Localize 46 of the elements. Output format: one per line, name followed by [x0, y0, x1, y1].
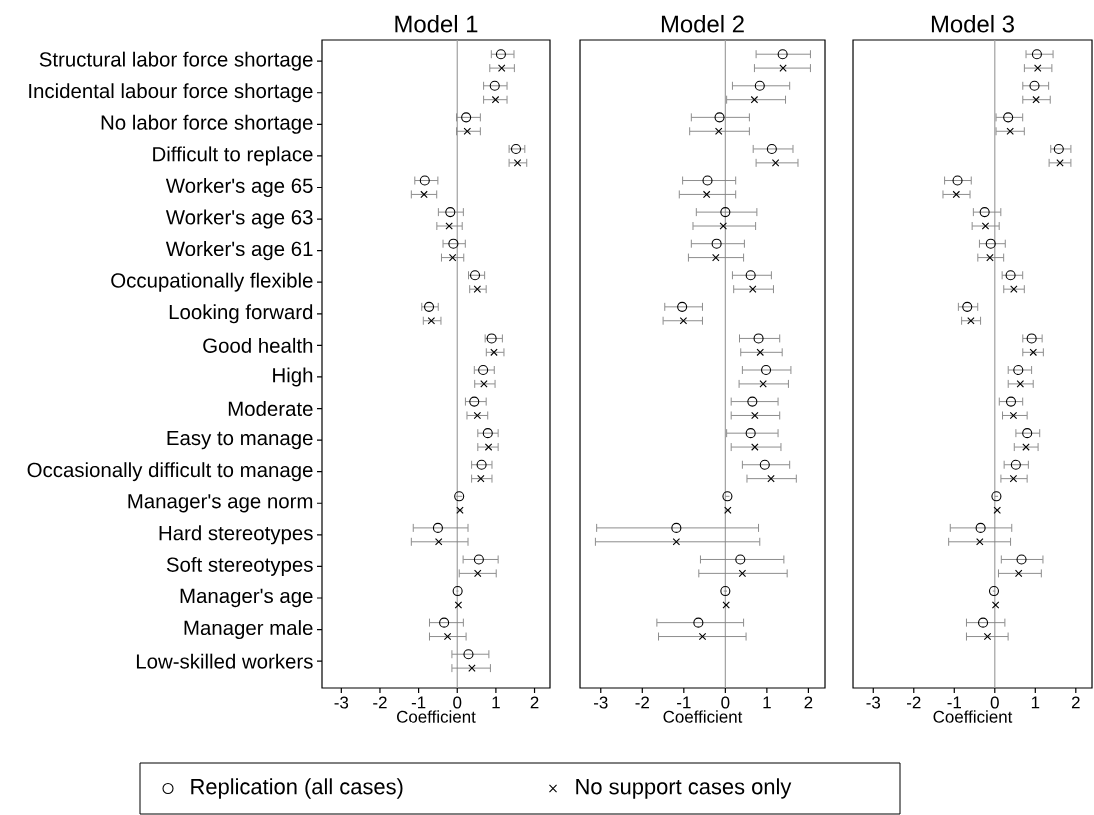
- y-tick-label: Manager's age: [180, 588, 313, 608]
- x-tick-label: 1: [763, 696, 771, 709]
- x-tick-label: -3: [866, 696, 881, 709]
- x-axis-title: Coefficient: [397, 710, 476, 723]
- y-tick-label: Worker's age 63: [165, 209, 313, 229]
- y-tick-label: High: [273, 367, 313, 387]
- x-tick-label: 0: [721, 696, 730, 709]
- y-tick-label: Worker's age 61: [165, 241, 313, 261]
- y-tick-label: Hard stereotypes: [159, 525, 313, 545]
- x-tick-label: -2: [635, 696, 649, 709]
- y-tick-label: Incidental labour force shortage: [29, 83, 313, 103]
- y-tick-label: Low-skilled workers: [136, 653, 313, 669]
- x-tick-label: 0: [990, 696, 999, 709]
- chart-title: Model 3: [931, 14, 1014, 33]
- x-tick-label: -3: [334, 696, 349, 709]
- y-tick-label: Occasionally difficult to manage: [27, 462, 313, 482]
- y-tick-label: Difficult to replace: [153, 146, 313, 166]
- chart-title: Model 1: [395, 14, 478, 33]
- x-tick-label: 1: [1031, 696, 1040, 709]
- x-tick-label: 2: [530, 696, 539, 709]
- x-tick-label: -3: [593, 696, 608, 709]
- y-tick-label: Structural labor force shortage: [39, 51, 313, 71]
- x-tick-label: -1: [677, 696, 691, 709]
- y-tick-label: Easy to manage: [167, 430, 313, 450]
- y-tick-label: Manager male: [184, 620, 313, 640]
- y-tick-label: Soft stereotypes: [166, 556, 313, 576]
- x-axis-title: Coefficient: [663, 710, 743, 723]
- y-tick-label: Looking forward: [169, 304, 313, 324]
- x-tick-label: -1: [947, 696, 961, 709]
- x-axis-title: Coefficient: [933, 710, 1013, 723]
- x-tick-label: 1: [492, 696, 500, 709]
- x-tick-label: 2: [804, 696, 813, 709]
- x-tick-label: -2: [906, 696, 921, 709]
- y-tick-label: Occupationally flexible: [111, 272, 313, 292]
- x-tick-label: -2: [373, 696, 387, 709]
- x-tick-label: 0: [453, 696, 462, 709]
- y-tick-label: Manager's age norm: [128, 494, 313, 513]
- legend-label: No support cases only: [576, 778, 792, 799]
- y-tick-label: Good health: [203, 337, 313, 353]
- y-tick-label: Worker's age 65: [165, 177, 313, 197]
- chart-title: Model 2: [661, 14, 744, 33]
- y-tick-label: No labor force shortage: [101, 114, 313, 134]
- x-tick-label: 2: [1071, 696, 1080, 709]
- legend-label: Replication (all cases): [191, 778, 403, 799]
- y-tick-label: Moderate: [228, 401, 313, 417]
- x-tick-label: -1: [411, 696, 426, 709]
